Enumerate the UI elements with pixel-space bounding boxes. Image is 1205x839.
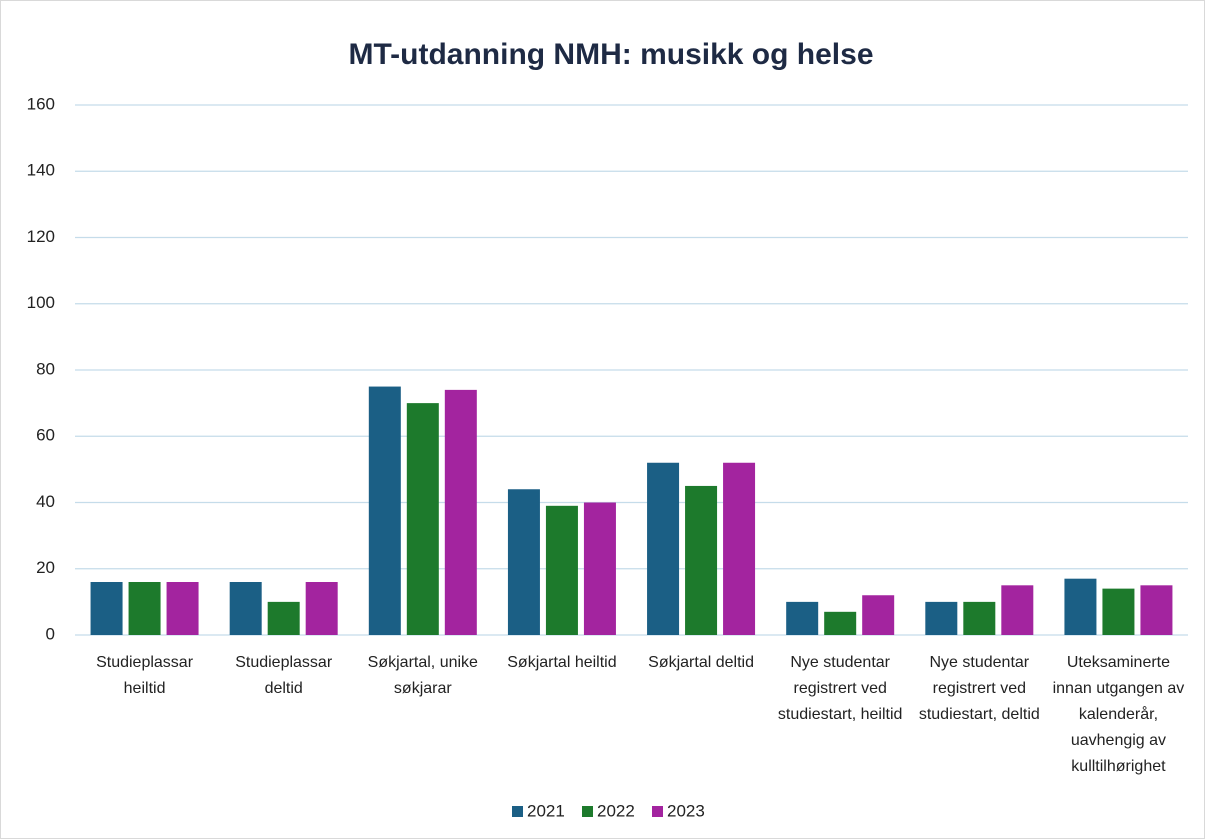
bar bbox=[267, 601, 300, 635]
bar bbox=[545, 505, 578, 635]
y-tick-label: 100 bbox=[27, 293, 55, 312]
y-tick-label: 80 bbox=[36, 359, 55, 378]
legend-label: 2022 bbox=[597, 801, 635, 820]
bar bbox=[406, 403, 439, 635]
y-tick-label: 20 bbox=[36, 558, 55, 577]
x-tick-label: Søkjartal deltid bbox=[648, 654, 754, 671]
bar bbox=[685, 485, 718, 635]
x-tick-label: Nye studentar registrert ved studiestart… bbox=[918, 654, 1040, 723]
bar bbox=[128, 582, 161, 635]
bar bbox=[647, 462, 680, 635]
x-tick-label: Nye studentar registrert ved studiestart… bbox=[777, 654, 903, 723]
y-tick-label: 120 bbox=[27, 227, 55, 246]
y-tick-label: 60 bbox=[36, 426, 55, 445]
bar bbox=[824, 611, 857, 635]
bar bbox=[583, 502, 616, 635]
x-tick-label: Studieplassar deltid bbox=[235, 654, 333, 697]
x-tick-label: Uteksaminerte innan utgangen av kalender… bbox=[1052, 654, 1185, 775]
bar bbox=[507, 489, 540, 635]
bar bbox=[925, 601, 958, 635]
bar bbox=[963, 601, 996, 635]
bar bbox=[368, 386, 401, 635]
x-tick-label: Søkjartal, unike søkjarar bbox=[367, 654, 478, 697]
bar bbox=[1102, 588, 1135, 635]
x-tick-label: Søkjartal heiltid bbox=[507, 654, 617, 671]
bar bbox=[444, 389, 477, 635]
bar bbox=[862, 595, 895, 635]
legend-label: 2023 bbox=[667, 801, 705, 820]
legend-swatch bbox=[652, 806, 663, 817]
y-tick-label: 160 bbox=[27, 94, 55, 113]
legend-swatch bbox=[582, 806, 593, 817]
bar bbox=[229, 582, 262, 635]
y-tick-label: 40 bbox=[36, 492, 55, 511]
legend-swatch bbox=[512, 806, 523, 817]
bar bbox=[305, 582, 338, 635]
bar bbox=[1001, 585, 1034, 635]
bar bbox=[723, 462, 756, 635]
bar bbox=[90, 582, 123, 635]
y-tick-label: 0 bbox=[46, 624, 55, 643]
x-tick-label: Studieplassar heiltid bbox=[96, 654, 194, 697]
bar bbox=[1064, 578, 1097, 635]
bar bbox=[166, 582, 199, 635]
legend-label: 2021 bbox=[527, 801, 565, 820]
bar bbox=[786, 601, 819, 635]
bar bbox=[1140, 585, 1173, 635]
y-tick-label: 140 bbox=[27, 161, 55, 180]
chart-title: MT-utdanning NMH: musikk og helse bbox=[348, 38, 873, 71]
